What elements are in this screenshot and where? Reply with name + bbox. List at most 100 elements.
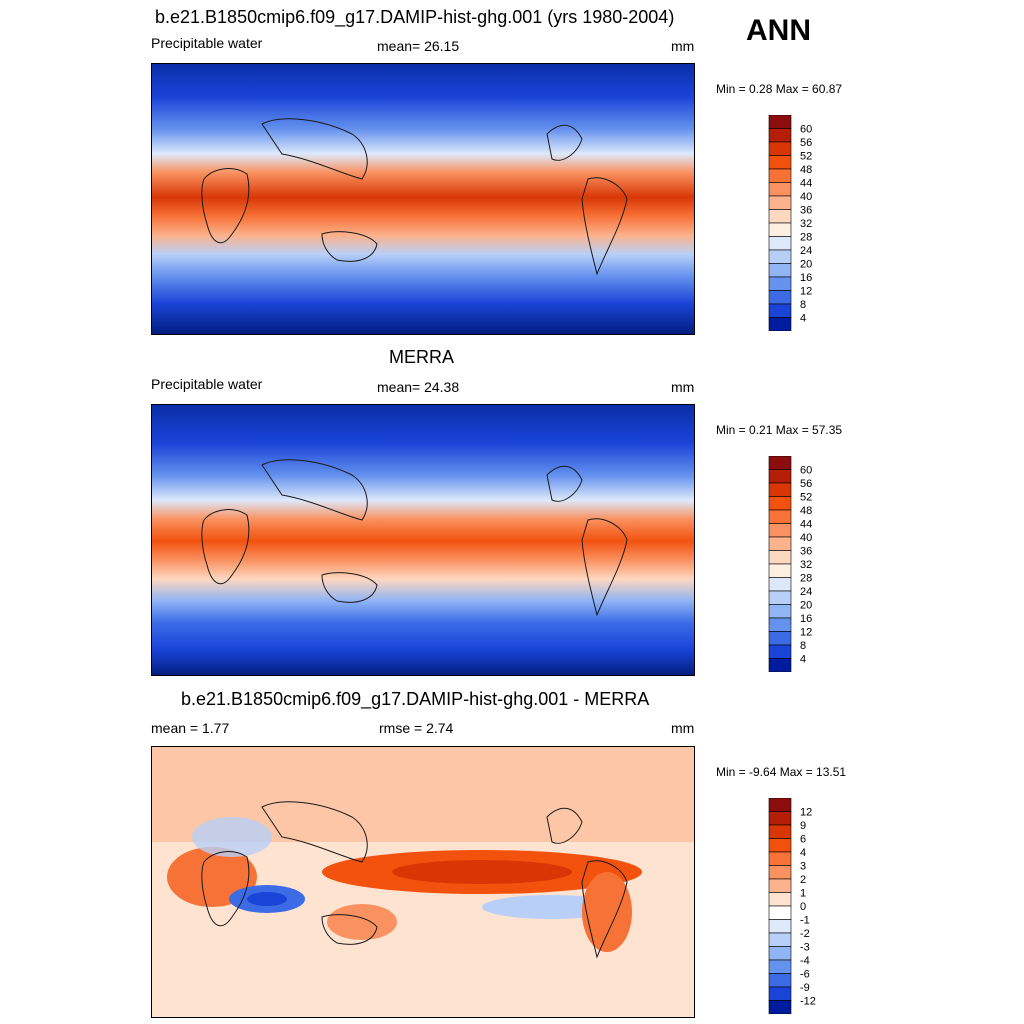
colorbar-tick-label: 1 xyxy=(800,888,806,900)
colorbar-tick-label: -3 xyxy=(800,942,810,954)
colorbar-tick-label: 56 xyxy=(800,478,812,490)
colorbar-swatch xyxy=(768,919,792,934)
colorbar-tick-label: 16 xyxy=(800,272,812,284)
colorbar-tick-label: 8 xyxy=(800,299,806,311)
colorbar-swatch xyxy=(768,878,792,893)
colorbar-swatch xyxy=(768,222,792,237)
colorbar-tick-label: 40 xyxy=(800,191,812,203)
panel3-colorbar: 12 9 6 4 3 2 1 0 -1 -2 -3 -4 -6 -9 -12 xyxy=(768,798,838,1014)
colorbar-swatch xyxy=(768,811,792,826)
colorbar-swatch xyxy=(768,644,792,659)
colorbar-tick-label: 36 xyxy=(800,546,812,558)
panel3-units-label: mm xyxy=(671,720,695,736)
panel2-map xyxy=(151,404,695,676)
panel1-title: b.e21.B1850cmip6.f09_g17.DAMIP-hist-ghg.… xyxy=(155,7,675,27)
colorbar-swatch xyxy=(768,155,792,170)
colorbar-swatch xyxy=(768,631,792,646)
colorbar-swatch xyxy=(768,973,792,988)
panel1-colorbar: 60 56 52 48 44 40 36 32 28 24 20 16 12 8 4 xyxy=(768,115,838,331)
panel3-rmse-label: rmse = 2.74 xyxy=(379,720,454,736)
colorbar-swatch xyxy=(768,182,792,197)
colorbar-tick-label: 0 xyxy=(800,901,806,913)
colorbar-tick-label: -2 xyxy=(800,928,810,940)
colorbar-tick-label: 32 xyxy=(800,218,812,230)
colorbar-tick-label: 16 xyxy=(800,613,812,625)
colorbar-swatch xyxy=(768,496,792,511)
colorbar-swatch xyxy=(768,469,792,484)
colorbar-swatch xyxy=(768,303,792,318)
colorbar-swatch xyxy=(768,249,792,264)
panel3-map-svg xyxy=(152,747,694,1017)
colorbar-tick-label: 4 xyxy=(800,654,806,666)
colorbar-swatch xyxy=(768,236,792,251)
colorbar-swatch xyxy=(768,604,792,619)
panel2-colorbar: 60 56 52 48 44 40 36 32 28 24 20 16 12 8 4 xyxy=(768,456,838,672)
panel1-units-label: mm xyxy=(671,38,695,54)
colorbar-tick-label: -6 xyxy=(800,969,810,981)
panel2-title: MERRA xyxy=(389,347,455,367)
colorbar-tick-label: 52 xyxy=(800,492,812,504)
colorbar-swatch xyxy=(768,209,792,224)
colorbar-tick-label: 28 xyxy=(800,573,812,585)
colorbar-tick-label: 44 xyxy=(800,178,812,190)
colorbar-tick-label: -1 xyxy=(800,915,810,927)
colorbar-tick-label: 3 xyxy=(800,861,806,873)
panel1-coastlines xyxy=(201,118,628,276)
colorbar-tick-label: 12 xyxy=(800,807,812,819)
colorbar-swatch xyxy=(768,168,792,183)
colorbar-tick-label: 24 xyxy=(800,245,812,257)
colorbar-tick-label: 8 xyxy=(800,640,806,652)
colorbar-tick-label: 20 xyxy=(800,600,812,612)
season-label: ANN xyxy=(746,14,811,47)
colorbar-swatch xyxy=(768,838,792,853)
colorbar-swatch xyxy=(768,658,792,672)
colorbar-tick-label: 20 xyxy=(800,259,812,271)
colorbar-tick-label: 2 xyxy=(800,874,806,886)
colorbar-swatch xyxy=(768,317,792,331)
colorbar-tick-label: -12 xyxy=(800,996,816,1008)
panel1-map xyxy=(151,63,695,335)
colorbar-swatch xyxy=(768,141,792,156)
panel3-mean-label: mean = 1.77 xyxy=(151,720,230,736)
colorbar-swatch xyxy=(768,986,792,1001)
colorbar-swatch xyxy=(768,276,792,291)
colorbar-tick-label: 12 xyxy=(800,286,812,298)
panel1-mean-label: mean= 26.15 xyxy=(377,38,460,54)
panel1-variable-label: Precipitable water xyxy=(151,35,263,51)
panel2-mean-label: mean= 24.38 xyxy=(377,379,460,395)
colorbar-swatch xyxy=(768,456,792,470)
colorbar-tick-label: 6 xyxy=(800,834,806,846)
colorbar-swatch xyxy=(768,617,792,632)
colorbar-swatch xyxy=(768,946,792,961)
colorbar-swatch xyxy=(768,959,792,974)
colorbar-tick-label: 40 xyxy=(800,532,812,544)
colorbar-tick-label: -4 xyxy=(800,955,810,967)
colorbar-tick-label: 12 xyxy=(800,627,812,639)
colorbar-swatch xyxy=(768,824,792,839)
colorbar-tick-label: 9 xyxy=(800,820,806,832)
colorbar-swatch xyxy=(768,550,792,565)
panel3-minmax: Min = -9.64 Max = 13.51 xyxy=(716,765,847,779)
panel3-coastlines xyxy=(201,801,628,959)
colorbar-tick-label: 32 xyxy=(800,559,812,571)
panel3-colorbar-svg: 129 64 32 10 -1-2 -3-4 -6-9 -12 xyxy=(768,798,816,1014)
colorbar-tick-label: 52 xyxy=(800,151,812,163)
colorbar-swatch xyxy=(768,115,792,129)
colorbar-swatch xyxy=(768,263,792,278)
colorbar-swatch xyxy=(768,892,792,907)
colorbar-swatch xyxy=(768,865,792,880)
colorbar-swatch xyxy=(768,195,792,210)
colorbar-swatch xyxy=(768,590,792,605)
panel1-map-svg xyxy=(152,64,694,334)
colorbar-tick-label: 60 xyxy=(800,124,812,136)
panel2-minmax: Min = 0.21 Max = 57.35 xyxy=(716,423,843,437)
colorbar-swatch xyxy=(768,482,792,497)
colorbar-tick-label: 44 xyxy=(800,519,812,531)
colorbar-tick-label: 36 xyxy=(800,205,812,217)
colorbar-tick-label: 48 xyxy=(800,164,812,176)
colorbar-tick-label: 4 xyxy=(800,313,806,325)
colorbar-swatch xyxy=(768,509,792,524)
colorbar-swatch xyxy=(768,523,792,538)
